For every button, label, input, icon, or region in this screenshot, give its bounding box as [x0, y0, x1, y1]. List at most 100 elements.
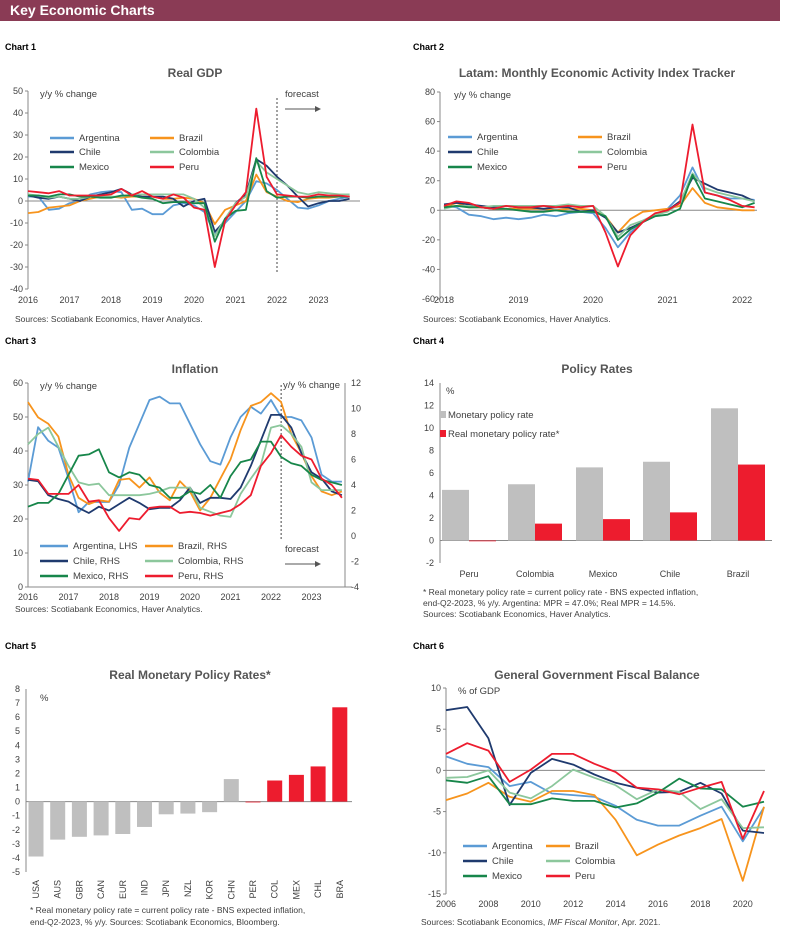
category-label: GBR	[74, 880, 84, 900]
legend-label: Mexico	[79, 162, 109, 173]
y-tick-label-right: 12	[351, 378, 361, 388]
bar-per	[245, 801, 261, 803]
series-line-argentina	[28, 180, 350, 235]
legend-label: Chile	[79, 147, 101, 158]
y-tick-label: 10	[13, 548, 23, 558]
y-tick-label: -10	[10, 218, 23, 228]
y-tick-label: -2	[426, 558, 434, 568]
legend-label: Peru	[607, 162, 627, 173]
y-tick-label-right: -2	[351, 557, 359, 567]
bar-kor	[202, 801, 218, 813]
y-tick-label: 12	[424, 401, 434, 411]
y-tick-label: 2	[15, 768, 20, 778]
y-axis-label: %	[40, 693, 49, 704]
bar-aus	[50, 801, 66, 840]
y-tick-label: 30	[13, 130, 23, 140]
series-line-peru	[445, 742, 765, 840]
x-tick-label: 2016	[18, 592, 38, 602]
legend-label: Brazil	[575, 841, 599, 852]
legend-label: Colombia	[179, 147, 220, 158]
bar-chl	[310, 766, 326, 802]
bar-eur	[115, 801, 131, 834]
legend-swatch	[440, 430, 446, 437]
x-tick-label: 2021	[658, 295, 678, 305]
x-tick-label: 2020	[184, 295, 204, 305]
category-label: KOR	[205, 880, 215, 900]
chart-label: Chart 5	[5, 641, 36, 651]
legend-label: Peru	[575, 871, 595, 882]
bar-peru-real	[469, 540, 496, 542]
y-axis-label: y/y % change	[40, 381, 97, 392]
y-tick-label: 30	[13, 480, 23, 490]
bar-chile-nominal	[643, 461, 670, 541]
category-label: IND	[140, 880, 150, 896]
bar-jpn	[158, 801, 174, 815]
bar-gbr	[71, 801, 87, 837]
y-tick-label: -3	[12, 839, 20, 849]
y-tick-label: 10	[431, 683, 441, 693]
bar-can	[93, 801, 109, 836]
legend-label: Colombia	[607, 147, 648, 158]
y-tick-label: 60	[13, 378, 23, 388]
y-axis-label: %	[446, 386, 455, 397]
chart-title: Inflation	[172, 362, 219, 376]
chart-footnote: * Real monetary policy rate = current po…	[423, 587, 698, 597]
bar-mexico-real	[603, 519, 630, 541]
legend-label: Monetary policy rate	[448, 410, 534, 421]
series-line-peru	[443, 123, 755, 268]
legend-label: Mexico	[477, 162, 507, 173]
series-line-mexico	[445, 775, 765, 809]
y-axis-label: % of GDP	[458, 686, 500, 697]
y-tick-label: 60	[425, 117, 435, 127]
x-tick-label: 2010	[521, 899, 541, 909]
category-label: EUR	[118, 880, 128, 900]
legend-label: Brazil	[179, 133, 203, 144]
y-tick-label: 40	[13, 108, 23, 118]
y-tick-label: 40	[13, 446, 23, 456]
x-tick-label: 2008	[478, 899, 498, 909]
y-tick-label-right: -4	[351, 582, 359, 592]
arrow-head-icon	[315, 106, 321, 112]
series-line-chile	[443, 176, 755, 234]
x-tick-label: 2019	[142, 295, 162, 305]
legend-label: Real monetary policy rate*	[448, 429, 560, 440]
chart-title: General Government Fiscal Balance	[494, 668, 700, 682]
y-tick-label: -1	[12, 811, 20, 821]
legend-label: Colombia	[575, 856, 616, 867]
x-tick-label: 2006	[436, 899, 456, 909]
chart-4: Chart 4 Policy Rates 14 12 10 8 6 4 2 0 -2% Peru Col…	[413, 336, 772, 619]
category-label: BRA	[335, 880, 345, 899]
legend-label: Argentina, LHS	[73, 541, 137, 552]
arrow-head-icon	[315, 561, 321, 567]
x-tick-label: 2019	[139, 592, 159, 602]
y-tick-label: 0	[436, 765, 441, 775]
y-tick-label: 5	[15, 726, 20, 736]
legend-label: Colombia, RHS	[178, 556, 243, 567]
chart-footnote: Sources: Scotiabank Economics, Haver Ana…	[423, 609, 611, 619]
x-tick-label: 2018	[434, 295, 454, 305]
x-tick-label: 2022	[267, 295, 287, 305]
y-tick-label: -15	[428, 889, 441, 899]
y-tick-label: 50	[13, 412, 23, 422]
series-line-peru	[27, 434, 343, 532]
y-tick-label: 0	[15, 797, 20, 807]
bar-mexico-nominal	[576, 467, 603, 541]
chart-title: Policy Rates	[561, 362, 633, 376]
legend-label: Argentina	[492, 841, 533, 852]
chart-footnote: * Real monetary policy rate = current po…	[30, 905, 305, 915]
y-tick-label: 40	[425, 146, 435, 156]
chart-5: Chart 5 Real Monetary Policy Rates* 8 7 6 5 4 3…	[5, 641, 352, 927]
series-line-argentina	[445, 755, 765, 843]
legend-label: Mexico, RHS	[73, 571, 128, 582]
x-tick-label: 2018	[690, 899, 710, 909]
y-tick-label: 6	[15, 712, 20, 722]
y-tick-label: -40	[422, 264, 435, 274]
bar-colombia-nominal	[508, 484, 535, 541]
legend-label: Chile	[492, 856, 514, 867]
y-tick-label: 6	[429, 468, 434, 478]
chart-title: Real GDP	[168, 66, 223, 80]
chart-6: Chart 6 General Government Fiscal Balance…	[413, 641, 765, 927]
bar-ind	[137, 801, 152, 827]
